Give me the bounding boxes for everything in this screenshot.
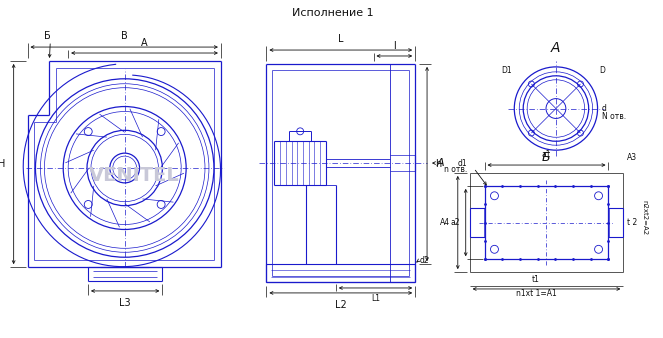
Text: A: A [141, 38, 148, 48]
Text: N отв.: N отв. [601, 112, 626, 121]
Text: A: A [437, 158, 445, 168]
Text: Исполнение 1: Исполнение 1 [292, 8, 374, 18]
Text: d: d [601, 104, 607, 113]
Text: A4: A4 [440, 218, 450, 227]
Text: Б: Б [44, 31, 51, 41]
Text: a1: a1 [542, 150, 551, 159]
Text: n2xt2=A2: n2xt2=A2 [641, 200, 647, 235]
Text: d1: d1 [458, 159, 467, 168]
Text: D: D [599, 66, 605, 75]
Text: A: A [551, 41, 561, 55]
Text: n отв.: n отв. [444, 166, 467, 174]
Text: d2: d2 [420, 256, 430, 265]
Text: L2: L2 [335, 300, 347, 310]
Text: h: h [435, 159, 442, 169]
Text: VENITEL: VENITEL [90, 166, 180, 186]
Text: l: l [393, 41, 396, 51]
Text: a2: a2 [450, 218, 459, 227]
Text: A3: A3 [627, 152, 637, 162]
Text: Б: Б [542, 151, 550, 164]
Text: L: L [338, 34, 343, 44]
Text: B: B [121, 31, 127, 41]
Text: t1: t1 [532, 274, 540, 284]
Text: t 2: t 2 [627, 218, 638, 227]
Text: L3: L3 [119, 298, 131, 308]
Text: D1: D1 [502, 66, 512, 75]
Text: n1xt 1=A1: n1xt 1=A1 [516, 289, 556, 298]
Text: L1: L1 [371, 294, 380, 303]
Text: H: H [0, 159, 6, 169]
